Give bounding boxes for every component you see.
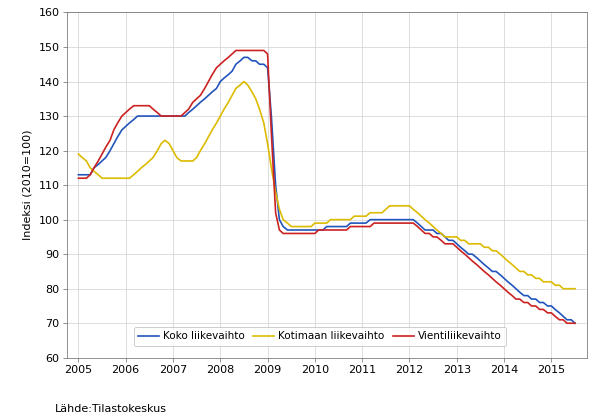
Kotimaan liikevaihto [75, 151, 82, 156]
Koko liikevaihto [240, 55, 247, 60]
Vientiliikevaihto [394, 220, 401, 225]
Koko liikevaihto [367, 217, 374, 222]
Vientiliikevaihto [75, 176, 82, 181]
Vientiliikevaihto [563, 321, 571, 326]
Kotimaan liikevaihto [394, 203, 401, 208]
Line: Kotimaan liikevaihto: Kotimaan liikevaihto [79, 82, 575, 289]
Koko liikevaihto [99, 158, 106, 163]
Kotimaan liikevaihto [374, 210, 381, 215]
Text: Lähde:Tilastokeskus: Lähde:Tilastokeskus [54, 404, 166, 414]
Koko liikevaihto [394, 217, 401, 222]
Kotimaan liikevaihto [571, 286, 578, 291]
Legend: Koko liikevaihto, Kotimaan liikevaihto, Vientiliikevaihto: Koko liikevaihto, Kotimaan liikevaihto, … [134, 327, 506, 346]
Vientiliikevaihto [367, 224, 374, 229]
Vientiliikevaihto [99, 151, 106, 156]
Koko liikevaihto [497, 272, 504, 277]
Vientiliikevaihto [374, 220, 381, 225]
Kotimaan liikevaihto [497, 252, 504, 257]
Kotimaan liikevaihto [367, 210, 374, 215]
Vientiliikevaihto [497, 283, 504, 288]
Vientiliikevaihto [232, 48, 240, 53]
Line: Koko liikevaihto: Koko liikevaihto [79, 57, 575, 323]
Kotimaan liikevaihto [540, 279, 547, 284]
Y-axis label: Indeksi (2010=100): Indeksi (2010=100) [23, 130, 33, 240]
Kotimaan liikevaihto [560, 286, 567, 291]
Koko liikevaihto [374, 217, 381, 222]
Koko liikevaihto [571, 321, 578, 326]
Koko liikevaihto [75, 172, 82, 177]
Vientiliikevaihto [540, 307, 547, 312]
Koko liikevaihto [540, 300, 547, 305]
Line: Vientiliikevaihto: Vientiliikevaihto [79, 50, 575, 323]
Vientiliikevaihto [571, 321, 578, 326]
Kotimaan liikevaihto [99, 176, 106, 181]
Kotimaan liikevaihto [240, 79, 247, 84]
